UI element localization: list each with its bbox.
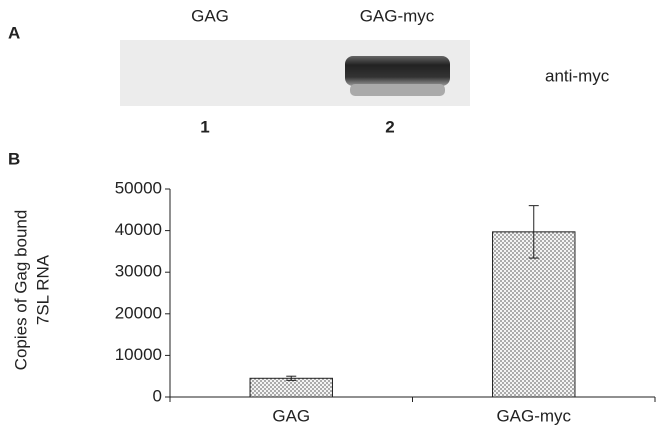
x-tick-label: GAG-myc	[496, 406, 571, 425]
antibody-label: anti-myc	[545, 66, 610, 85]
blot-smear	[350, 84, 445, 96]
panel-label: A	[8, 23, 20, 42]
y-tick-label: 10000	[115, 345, 162, 364]
y-tick-label: 40000	[115, 220, 162, 239]
lane-number: 1	[200, 117, 209, 136]
figure: A GAG GAG-myc anti-myc 1 2 B Copies of G…	[0, 0, 658, 429]
x-tick-label: GAG	[272, 406, 310, 425]
lane-number: 2	[385, 117, 394, 136]
panel-label: B	[8, 149, 20, 168]
lane-label: GAG	[191, 6, 229, 25]
bar	[250, 378, 332, 397]
y-axis-title-line: Copies of Gag bound	[11, 210, 30, 371]
lane-label: GAG-myc	[360, 6, 435, 25]
y-tick-label: 30000	[115, 262, 162, 281]
y-axis-title: Copies of Gag bound 7SL RNA	[11, 210, 52, 371]
y-axis-title-line: 7SL RNA	[33, 254, 52, 325]
plot: 0 10000 20000 30000 40000 50000 GAG GAG-myc	[115, 178, 655, 425]
y-tick-label: 20000	[115, 303, 162, 322]
y-tick-label: 0	[153, 386, 162, 405]
y-tick-label: 50000	[115, 178, 162, 197]
blot-band	[345, 56, 450, 86]
